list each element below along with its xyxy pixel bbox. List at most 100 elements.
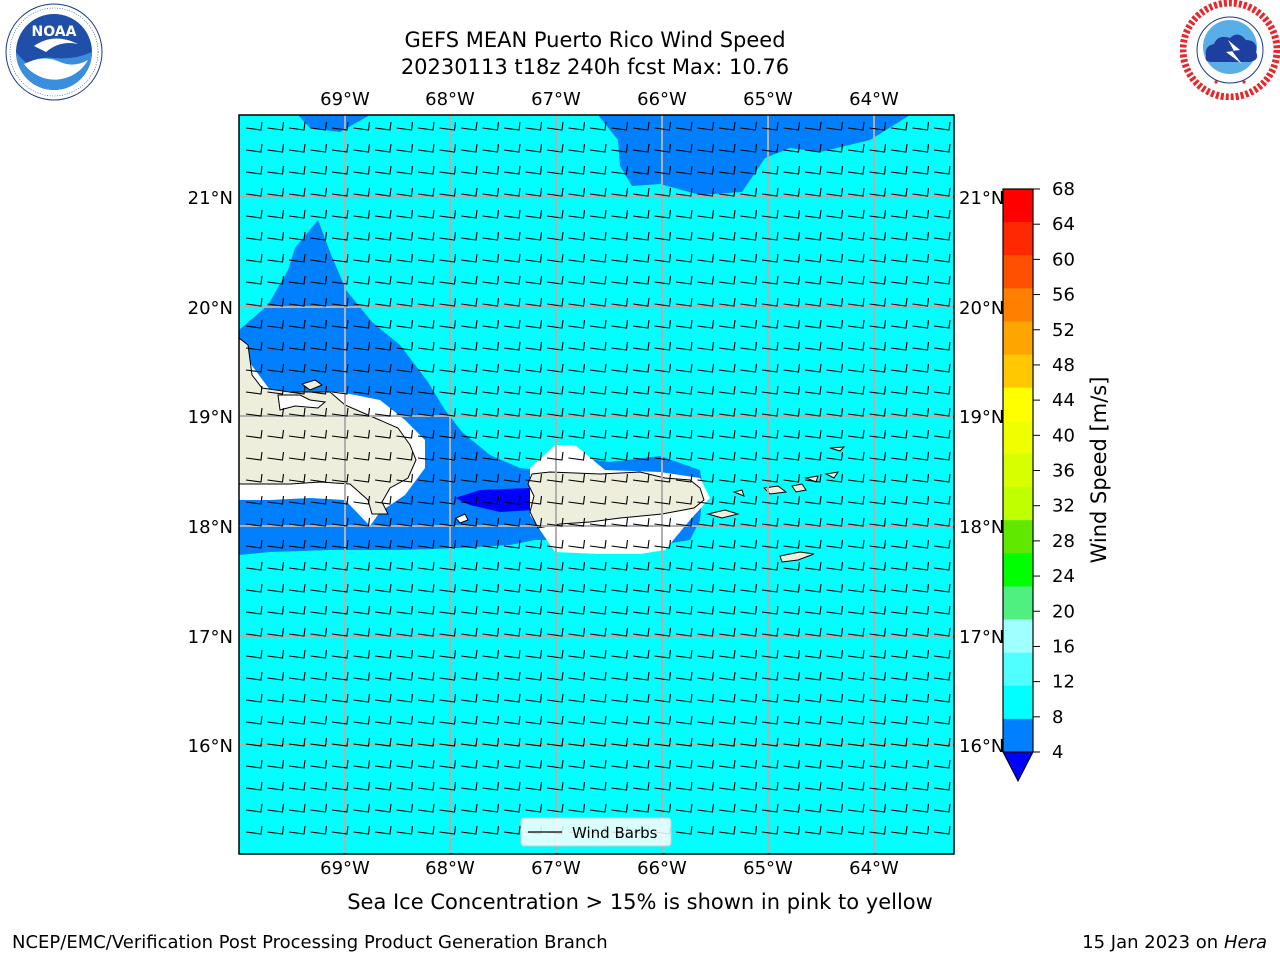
wind-barb xyxy=(611,165,629,175)
wind-barb xyxy=(847,671,865,681)
colorbar-tick-label: 68 xyxy=(1052,180,1075,200)
wind-barb xyxy=(804,671,822,681)
wind-barb xyxy=(847,209,865,219)
wind-barb xyxy=(783,737,801,747)
wind-barb xyxy=(611,231,629,241)
colorbar-tick-label: 44 xyxy=(1052,390,1075,411)
wind-barb xyxy=(439,649,457,659)
wind-barb xyxy=(761,737,779,747)
wind-barb xyxy=(826,341,844,351)
wind-barb xyxy=(826,275,844,285)
wind-barb xyxy=(632,385,650,395)
wind-barb xyxy=(890,319,908,329)
wind-barb xyxy=(826,495,844,505)
lat-label-left: 18°N xyxy=(188,517,233,538)
lon-label-bottom: 65°W xyxy=(743,858,793,879)
wind-barb xyxy=(912,341,930,351)
wind-barb xyxy=(611,649,629,659)
wind-barb xyxy=(288,539,306,549)
wind-barb xyxy=(740,341,758,351)
colorbar-cell xyxy=(1003,420,1033,455)
wind-barb xyxy=(396,407,414,417)
wind-barb xyxy=(847,451,865,461)
wind-barb xyxy=(245,517,263,527)
wind-barb xyxy=(654,297,672,307)
wind-barb xyxy=(632,363,650,373)
wind-barb xyxy=(912,649,930,659)
wind-barb xyxy=(718,781,736,791)
wind-barb xyxy=(331,363,349,373)
wind-barb xyxy=(847,583,865,593)
wind-barb xyxy=(546,517,564,527)
wind-barb xyxy=(331,473,349,483)
wind-barb xyxy=(912,605,930,615)
wind-barb xyxy=(761,473,779,483)
wind-barb xyxy=(439,143,457,153)
footer-date-text: 15 Jan 2023 on xyxy=(1082,932,1224,953)
colorbar-tick-label: 4 xyxy=(1052,742,1063,763)
wind-barb xyxy=(933,473,951,483)
wind-barb xyxy=(869,495,887,505)
wind-barb xyxy=(912,187,930,197)
wind-barb xyxy=(460,737,478,747)
wind-barb xyxy=(417,495,435,505)
wind-barb xyxy=(869,649,887,659)
wind-barb xyxy=(525,627,543,637)
wind-barb xyxy=(890,803,908,813)
wind-barb xyxy=(417,693,435,703)
wind-barb xyxy=(417,187,435,197)
wind-barb xyxy=(374,231,392,241)
wind-barb xyxy=(439,319,457,329)
wind-barb xyxy=(611,781,629,791)
wind-barb xyxy=(826,517,844,527)
wind-barb xyxy=(331,561,349,571)
wind-barb xyxy=(589,275,607,285)
wind-barb xyxy=(783,825,801,835)
wind-barb xyxy=(804,737,822,747)
colorbar-tick-label: 24 xyxy=(1052,566,1075,587)
wind-barb xyxy=(632,341,650,351)
wind-barb xyxy=(611,627,629,637)
wind-barb xyxy=(783,407,801,417)
wind-barb xyxy=(654,143,672,153)
wind-barb xyxy=(396,121,414,131)
wind-barb xyxy=(912,759,930,769)
wind-barb xyxy=(869,231,887,241)
wind-barb xyxy=(589,451,607,461)
wind-barb xyxy=(331,341,349,351)
wind-barb xyxy=(353,649,371,659)
wind-barb xyxy=(310,407,328,417)
wind-barb xyxy=(460,297,478,307)
wind-barb xyxy=(503,473,521,483)
colorbar-tick-label: 32 xyxy=(1052,496,1075,517)
wind-barb xyxy=(482,473,500,483)
wind-barb xyxy=(697,803,715,813)
wind-barb xyxy=(546,209,564,219)
wind-barb xyxy=(245,319,263,329)
wind-barb xyxy=(482,451,500,461)
wind-barb xyxy=(417,429,435,439)
wind-barb xyxy=(482,121,500,131)
wind-barb xyxy=(267,627,285,637)
wind-barb xyxy=(783,187,801,197)
wind-barb xyxy=(675,297,693,307)
wind-barb xyxy=(353,231,371,241)
wind-barb xyxy=(611,429,629,439)
wind-barb xyxy=(890,429,908,439)
wind-barb xyxy=(912,539,930,549)
wind-barb xyxy=(933,341,951,351)
wind-barb xyxy=(654,627,672,637)
wind-barb xyxy=(632,803,650,813)
wind-barb xyxy=(288,781,306,791)
wind-barb xyxy=(267,649,285,659)
wind-barb xyxy=(396,209,414,219)
wind-barb xyxy=(245,165,263,175)
wind-barb xyxy=(245,297,263,307)
wind-barb xyxy=(245,561,263,571)
wind-barb xyxy=(847,803,865,813)
wind-barb xyxy=(804,275,822,285)
wind-barb xyxy=(847,385,865,395)
wind-barb xyxy=(783,627,801,637)
wind-barb xyxy=(632,737,650,747)
wind-barb xyxy=(288,253,306,263)
